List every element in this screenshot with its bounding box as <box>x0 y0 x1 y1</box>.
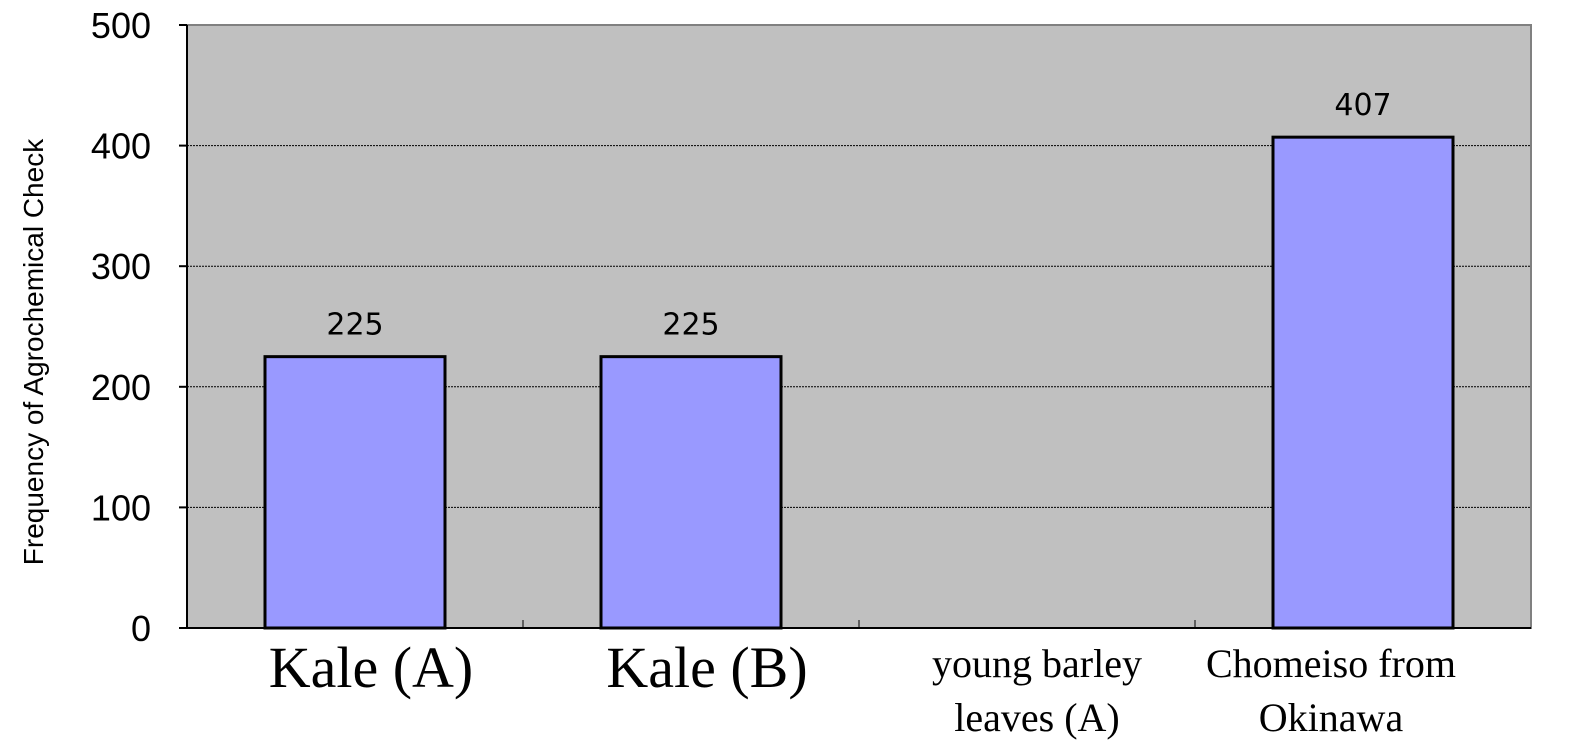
category-label: Kale (A) <box>269 635 474 700</box>
y-tick-label: 100 <box>91 487 151 528</box>
y-tick-label: 300 <box>91 246 151 287</box>
bar <box>599 355 783 630</box>
y-tick-label: 500 <box>91 5 151 46</box>
data-labels: 225 225 407 <box>326 88 1391 342</box>
x-tick-labels: Kale (A) Kale (B) young barley leaves (A) Ch… <box>269 635 1456 740</box>
category-label-line: young barley <box>932 641 1142 686</box>
y-tick-label: 400 <box>91 126 151 167</box>
data-label: 407 <box>1334 88 1391 123</box>
bar <box>263 355 447 630</box>
category-label-line: leaves (A) <box>954 695 1119 740</box>
category-label-line: Okinawa <box>1259 695 1404 740</box>
data-label: 225 <box>662 308 719 343</box>
axes <box>179 24 1531 629</box>
bar <box>1271 135 1455 630</box>
y-tick-label: 0 <box>131 608 151 649</box>
y-tick-labels: 0 100 200 300 400 500 <box>91 5 151 649</box>
category-label: Kale (B) <box>606 635 807 700</box>
y-tick-label: 200 <box>91 367 151 408</box>
y-axis-title: Frequency of Agrochemical Check <box>18 138 49 565</box>
category-label-line: Chomeiso from <box>1206 641 1456 686</box>
data-label: 225 <box>326 308 383 343</box>
